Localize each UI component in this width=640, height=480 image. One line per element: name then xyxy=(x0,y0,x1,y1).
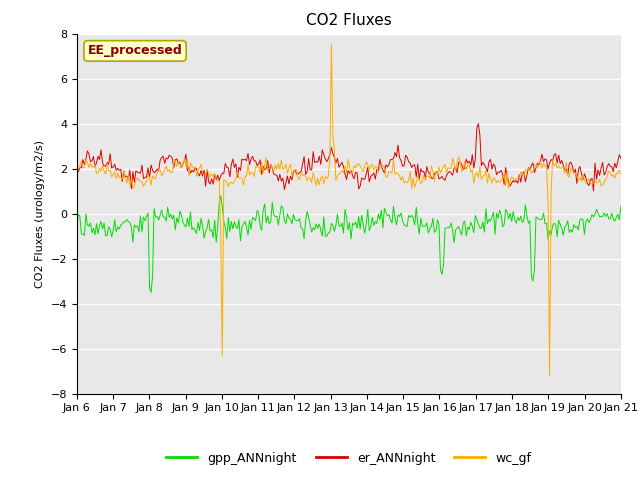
gpp_ANNnight xyxy=(73,225,81,230)
gpp_ANNnight xyxy=(147,289,155,295)
Line: er_ANNnight: er_ANNnight xyxy=(77,123,621,191)
wc_gf xyxy=(589,177,597,183)
gpp_ANNnight xyxy=(140,214,147,220)
wc_gf xyxy=(140,183,147,189)
gpp_ANNnight xyxy=(217,192,225,199)
er_ANNnight xyxy=(140,176,147,181)
gpp_ANNnight xyxy=(266,221,273,227)
gpp_ANNnight xyxy=(589,214,597,220)
wc_gf xyxy=(253,164,261,170)
gpp_ANNnight xyxy=(314,225,321,231)
gpp_ANNnight xyxy=(256,223,264,229)
wc_gf xyxy=(617,171,625,177)
er_ANNnight xyxy=(73,165,81,170)
er_ANNnight xyxy=(474,120,482,126)
Legend: gpp_ANNnight, er_ANNnight, wc_gf: gpp_ANNnight, er_ANNnight, wc_gf xyxy=(161,447,536,469)
er_ANNnight xyxy=(588,176,596,181)
wc_gf xyxy=(262,155,270,160)
Title: CO2 Fluxes: CO2 Fluxes xyxy=(306,13,392,28)
Line: gpp_ANNnight: gpp_ANNnight xyxy=(77,196,621,292)
er_ANNnight xyxy=(311,160,319,166)
wc_gf xyxy=(73,165,81,170)
gpp_ANNnight xyxy=(238,224,246,229)
er_ANNnight xyxy=(235,164,243,170)
wc_gf xyxy=(328,42,335,48)
wc_gf xyxy=(235,176,243,181)
Text: EE_processed: EE_processed xyxy=(88,44,182,58)
Y-axis label: CO2 Fluxes (urology/m2/s): CO2 Fluxes (urology/m2/s) xyxy=(35,140,45,288)
gpp_ANNnight xyxy=(617,204,625,209)
er_ANNnight xyxy=(262,166,270,171)
er_ANNnight xyxy=(253,163,261,168)
wc_gf xyxy=(546,372,554,378)
er_ANNnight xyxy=(617,155,625,161)
er_ANNnight xyxy=(589,188,597,194)
wc_gf xyxy=(311,176,319,181)
Line: wc_gf: wc_gf xyxy=(77,45,621,375)
